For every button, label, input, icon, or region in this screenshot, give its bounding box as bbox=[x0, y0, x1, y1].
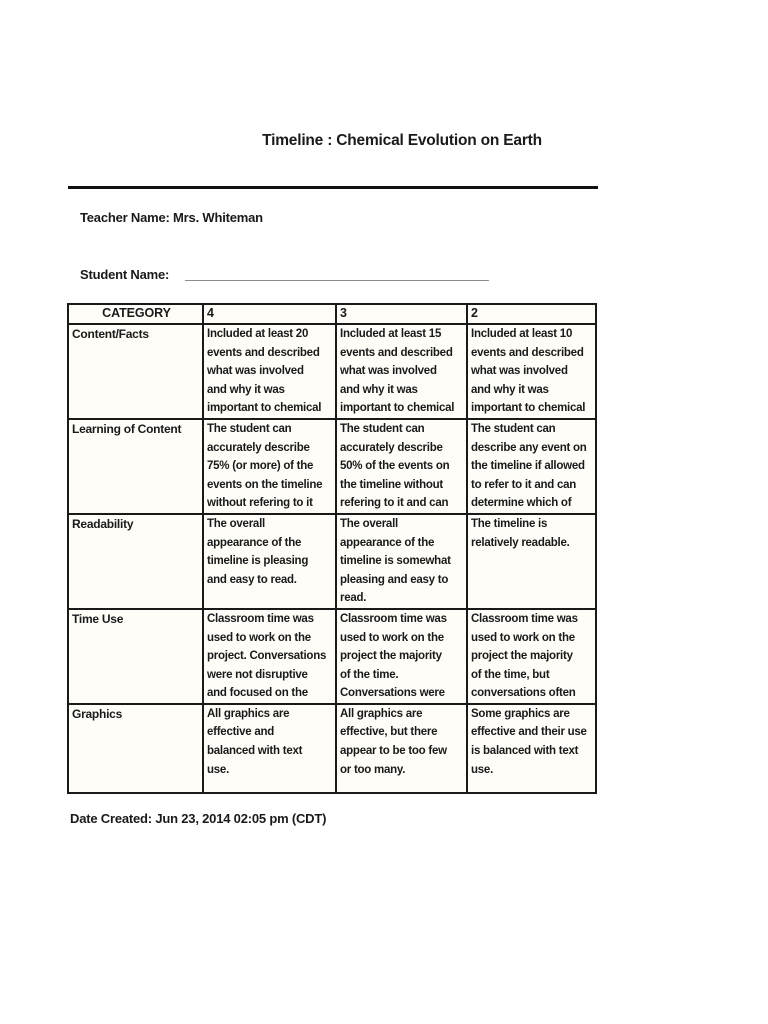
teacher-name-line: Teacher Name: Mrs. Whiteman bbox=[80, 210, 263, 225]
rubric-category-cell: Graphics bbox=[67, 702, 204, 794]
rubric-category-cell: Learning of Content bbox=[67, 417, 204, 515]
column-header-2: 2 bbox=[466, 303, 597, 325]
table-row-readability: Readability The overall appearance of th… bbox=[67, 512, 597, 610]
rubric-category-cell: Readability bbox=[67, 512, 204, 610]
rubric-cell: Classroom time was used to work on the p… bbox=[335, 607, 468, 705]
rubric-cell: Included at least 20 events and describe… bbox=[202, 323, 337, 420]
rubric-cell: Included at least 10 events and describe… bbox=[466, 323, 597, 420]
table-row-content-facts: Content/Facts Included at least 20 event… bbox=[67, 323, 597, 420]
rubric-cell: The student can accurately describe 50% … bbox=[335, 417, 468, 515]
date-created: Date Created: Jun 23, 2014 02:05 pm (CDT… bbox=[70, 811, 327, 826]
table-row-time-use: Time Use Classroom time was used to work… bbox=[67, 607, 597, 705]
page-title: Timeline : Chemical Evolution on Earth bbox=[262, 132, 542, 149]
rubric-cell: The timeline is relatively readable. bbox=[466, 512, 597, 610]
rubric-cell: Included at least 15 events and describe… bbox=[335, 323, 468, 420]
rubric-cell: The overall appearance of the timeline i… bbox=[335, 512, 468, 610]
divider-line bbox=[68, 186, 598, 189]
table-row-learning-of-content: Learning of Content The student can accu… bbox=[67, 417, 597, 515]
rubric-cell: The overall appearance of the timeline i… bbox=[202, 512, 337, 610]
rubric-cell: Some graphics are effective and their us… bbox=[466, 702, 597, 794]
rubric-cell: The student can accurately describe 75% … bbox=[202, 417, 337, 515]
column-header-3: 3 bbox=[335, 303, 468, 325]
student-name-blank-line: ________________________________________… bbox=[185, 267, 489, 282]
rubric-table: CATEGORY 4 3 2 Content/Facts Included at… bbox=[67, 303, 597, 794]
rubric-cell: Classroom time was used to work on the p… bbox=[466, 607, 597, 705]
table-row-graphics: Graphics All graphics are effective and … bbox=[67, 702, 597, 794]
column-header-4: 4 bbox=[202, 303, 337, 325]
rubric-category-cell: Time Use bbox=[67, 607, 204, 705]
rubric-cell: Classroom time was used to work on the p… bbox=[202, 607, 337, 705]
rubric-category-cell: Content/Facts bbox=[67, 323, 204, 420]
student-name-line: Student Name: ___________________________… bbox=[80, 267, 489, 282]
rubric-cell: All graphics are effective and balanced … bbox=[202, 702, 337, 794]
column-header-category: CATEGORY bbox=[67, 303, 204, 325]
rubric-header-row: CATEGORY 4 3 2 bbox=[67, 303, 597, 325]
rubric-cell: All graphics are effective, but there ap… bbox=[335, 702, 468, 794]
rubric-cell: The student can describe any event on th… bbox=[466, 417, 597, 515]
student-name-label: Student Name: bbox=[80, 267, 170, 282]
